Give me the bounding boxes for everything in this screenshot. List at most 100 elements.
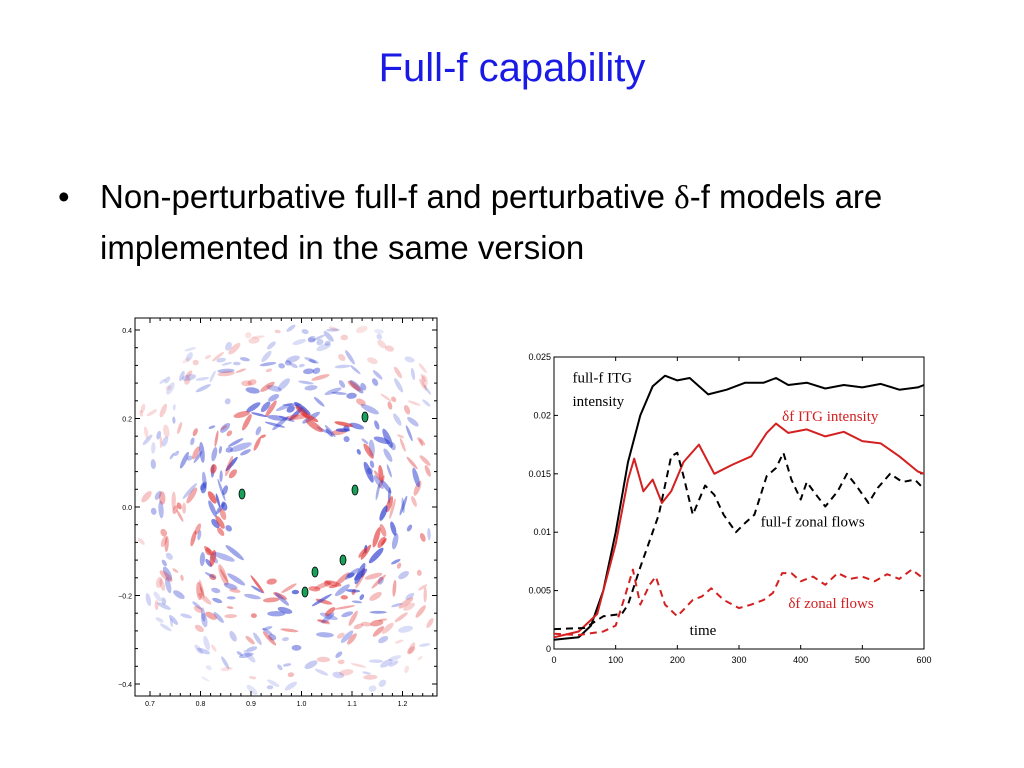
positive-fluctuation (199, 579, 205, 599)
negative-fluctuation (380, 659, 393, 668)
negative-fluctuation (262, 627, 273, 635)
negative-fluctuation (394, 378, 404, 393)
negative-fluctuation (369, 610, 387, 614)
positive-fluctuation (423, 587, 427, 603)
negative-fluctuation (356, 449, 361, 455)
negative-fluctuation (224, 398, 231, 405)
negative-fluctuation (391, 603, 403, 608)
positive-fluctuation (172, 568, 179, 573)
negative-fluctuation (164, 376, 171, 384)
negative-fluctuation (217, 368, 235, 373)
positive-fluctuation (192, 446, 200, 460)
negative-fluctuation (227, 573, 246, 586)
negative-fluctuation (412, 467, 420, 488)
positive-fluctuation (334, 421, 354, 427)
positive-fluctuation (377, 339, 387, 349)
negative-fluctuation (266, 341, 276, 350)
negative-fluctuation (326, 328, 340, 332)
positive-fluctuation (378, 465, 384, 484)
positive-fluctuation (417, 655, 423, 661)
negative-fluctuation (277, 606, 293, 614)
negative-fluctuation (368, 685, 377, 692)
negative-fluctuation (182, 483, 197, 500)
positive-fluctuation (182, 357, 191, 364)
negative-fluctuation (225, 525, 232, 532)
positive-fluctuation (215, 516, 225, 529)
positive-fluctuation (338, 353, 346, 362)
negative-fluctuation (267, 414, 288, 421)
negative-fluctuation (225, 545, 244, 561)
negative-fluctuation (390, 521, 397, 536)
negative-fluctuation (261, 350, 272, 363)
peak-contour (238, 488, 246, 500)
negative-fluctuation (374, 420, 380, 430)
bullet-text-part1: Non-perturbative full-f and perturbative (100, 178, 675, 215)
negative-fluctuation (311, 593, 332, 607)
positive-fluctuation (372, 626, 385, 637)
negative-fluctuation (219, 470, 223, 483)
negative-fluctuation (378, 636, 389, 644)
positive-fluctuation (308, 586, 321, 592)
negative-fluctuation (212, 552, 235, 562)
negative-fluctuation (159, 623, 172, 632)
negative-fluctuation (378, 679, 387, 687)
contour-y-tick-label: 0.4 (122, 328, 132, 335)
negative-fluctuation (346, 392, 357, 399)
negative-fluctuation (383, 448, 393, 462)
negative-fluctuation (304, 357, 319, 364)
positive-fluctuation (392, 579, 397, 597)
y-tick-label: 0.025 (528, 352, 551, 362)
positive-fluctuation (250, 613, 257, 619)
chart-annotation: full-f ITG (573, 371, 633, 387)
x-tick-label: 600 (916, 655, 931, 665)
negative-fluctuation (288, 407, 304, 421)
negative-fluctuation (331, 391, 347, 395)
negative-fluctuation (229, 442, 252, 452)
negative-fluctuation (361, 438, 369, 445)
negative-fluctuation (391, 533, 399, 550)
positive-fluctuation (190, 530, 197, 547)
positive-fluctuation (164, 536, 169, 552)
negative-fluctuation (268, 393, 280, 402)
negative-fluctuation (238, 652, 254, 659)
negative-fluctuation (391, 559, 401, 565)
contour-x-tick-label: 1.1 (347, 701, 357, 708)
negative-fluctuation (226, 596, 236, 600)
negative-fluctuation (172, 404, 176, 411)
positive-fluctuation (220, 425, 228, 430)
negative-fluctuation (325, 428, 333, 437)
positive-fluctuation (154, 600, 159, 611)
negative-fluctuation (255, 426, 262, 436)
negative-fluctuation (199, 441, 205, 463)
positive-fluctuation (186, 487, 198, 504)
negative-fluctuation (405, 592, 415, 600)
positive-fluctuation (323, 580, 331, 587)
negative-fluctuation (223, 582, 238, 590)
x-tick-label: 500 (855, 655, 870, 665)
negative-fluctuation (360, 382, 367, 391)
positive-fluctuation (421, 374, 428, 388)
positive-fluctuation (185, 370, 193, 378)
negative-fluctuation (244, 593, 261, 600)
positive-fluctuation (250, 575, 265, 594)
negative-fluctuation (204, 572, 216, 579)
negative-fluctuation (386, 464, 392, 478)
negative-fluctuation (372, 370, 383, 380)
negative-fluctuation (221, 361, 233, 366)
negative-fluctuation (282, 403, 302, 407)
chart-annotation: δf ITG intensity (782, 409, 879, 425)
positive-fluctuation (228, 342, 241, 355)
negative-fluctuation (272, 416, 289, 431)
negative-fluctuation (213, 612, 224, 623)
negative-fluctuation (379, 505, 388, 521)
negative-fluctuation (286, 405, 295, 413)
positive-fluctuation (248, 676, 257, 680)
negative-fluctuation (277, 378, 290, 391)
positive-fluctuation (220, 568, 229, 584)
negative-fluctuation (284, 360, 292, 366)
peak-contour (301, 586, 309, 598)
positive-fluctuation (369, 591, 382, 601)
negative-fluctuation (316, 343, 331, 352)
negative-fluctuation (179, 370, 185, 382)
positive-fluctuation (350, 663, 367, 668)
